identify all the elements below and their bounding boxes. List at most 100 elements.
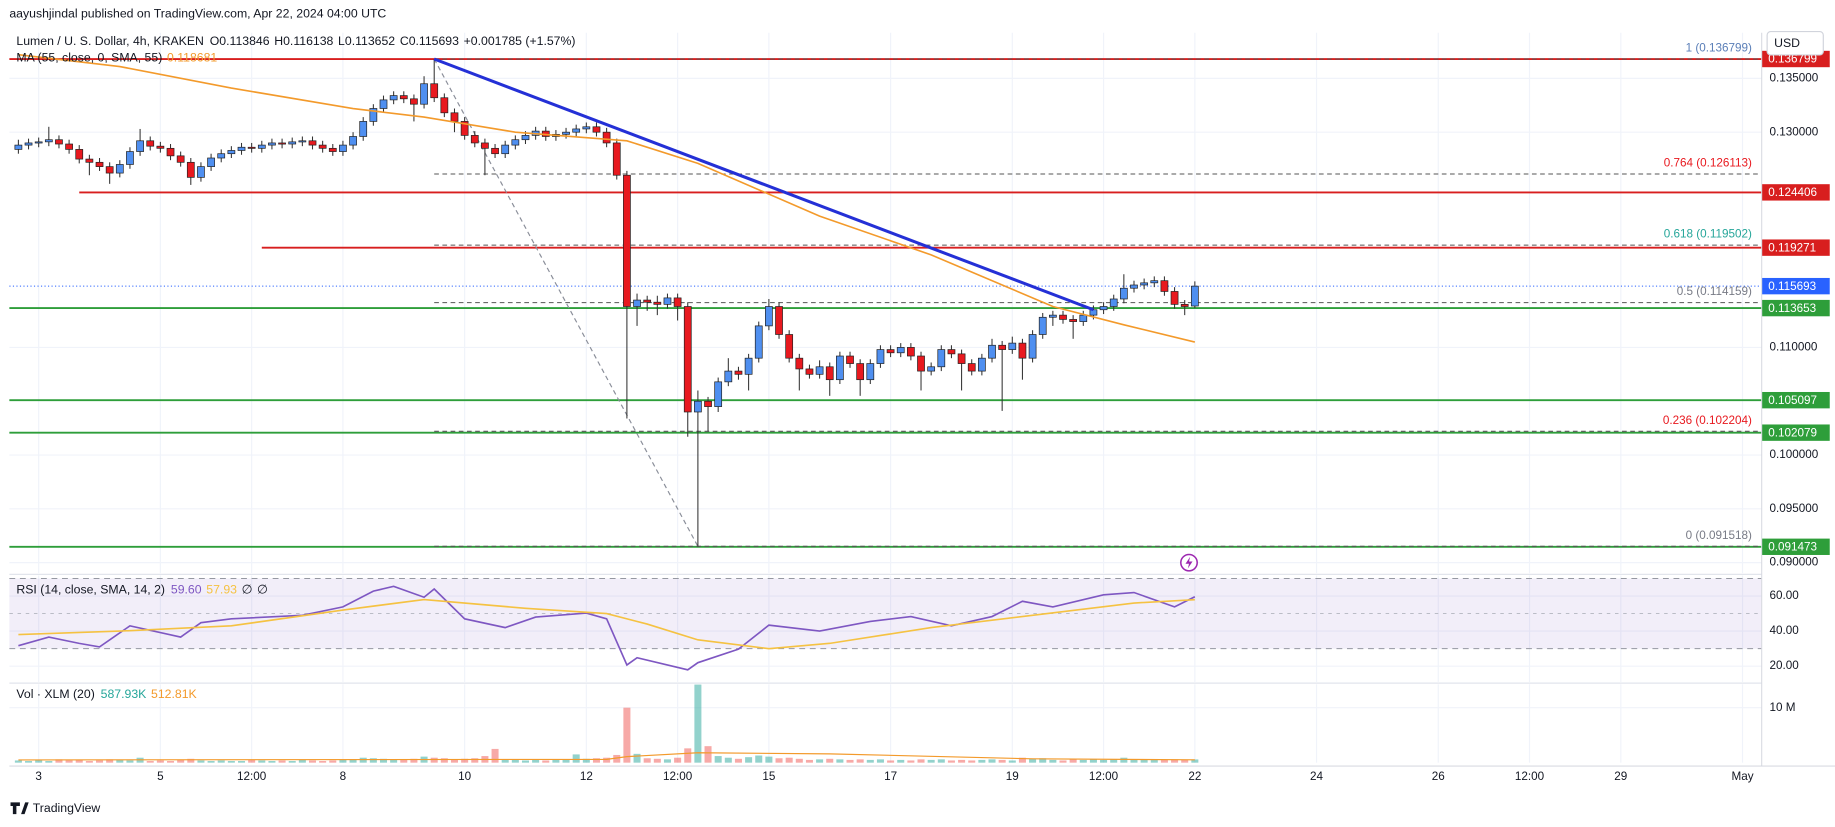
volume-bar <box>1150 759 1158 763</box>
legend-volume: Vol · XLM (20) 587.93K 512.81K <box>16 687 197 701</box>
candle-body <box>602 131 611 144</box>
volume-bar <box>349 759 357 763</box>
candle-body <box>389 95 398 101</box>
currency-box[interactable] <box>1766 30 1824 56</box>
volume-bar <box>805 759 813 763</box>
volume-bar <box>85 761 93 763</box>
candle-body <box>866 363 875 381</box>
volume-bar <box>1039 758 1047 763</box>
volume-bar <box>1069 759 1077 763</box>
x-tick-label: 29 <box>1614 770 1627 783</box>
volume-bar <box>400 759 408 763</box>
volume-bar <box>75 759 83 763</box>
volume-bar <box>308 760 317 763</box>
legend-rsi: RSI (14, close, SMA, 14, 2) 59.60 57.93 ∅ ∅ <box>16 583 267 597</box>
candle-body <box>775 306 783 335</box>
volume-bar <box>410 758 418 763</box>
rsi-line <box>18 598 1195 650</box>
symbol-title: Lumen / U. S. Dollar, 4h, KRAKEN <box>16 34 204 48</box>
volume-bar <box>227 761 235 763</box>
volume-bar <box>947 760 955 763</box>
currency-button[interactable]: USD <box>1766 30 1824 56</box>
volume-bar <box>491 748 499 763</box>
volume-bar <box>714 756 722 763</box>
volume-bar <box>258 760 266 763</box>
candle-body <box>998 344 1007 350</box>
volume-bar <box>339 759 347 763</box>
x-tick-label: 12 <box>580 770 593 783</box>
candle-body <box>1018 342 1027 359</box>
candle-body <box>359 121 368 137</box>
candle-body <box>917 355 925 372</box>
trend-line <box>433 57 1094 312</box>
volume-bar <box>96 760 104 763</box>
candle-body <box>430 83 439 99</box>
volume-bar <box>592 758 600 763</box>
volume-bar <box>603 757 611 763</box>
alert-bolt[interactable] <box>1185 556 1193 569</box>
volume-bar <box>511 759 519 763</box>
y-tick-label: 0.090000 <box>1769 556 1818 569</box>
x-tick-label: 3 <box>35 770 42 783</box>
volume-bar <box>288 761 296 763</box>
candle-body <box>754 325 763 359</box>
currency[interactable]: USD <box>1774 36 1800 50</box>
ohlc: H0.116138 <box>274 34 333 48</box>
last-price-box <box>1761 277 1830 295</box>
volume-bar <box>816 759 824 763</box>
level-label-box <box>1761 538 1830 555</box>
legend-main: Lumen / U. S. Dollar, 4h, KRAKEN O0.11384… <box>16 34 575 48</box>
candle-body <box>379 99 388 109</box>
candle-body <box>1099 306 1108 311</box>
volume-bar <box>653 758 661 763</box>
candle-body <box>805 368 814 375</box>
candle-body <box>643 299 652 303</box>
candle-body <box>562 131 570 135</box>
moving-average <box>18 53 1196 343</box>
candle-body <box>947 349 956 355</box>
candle-body <box>1160 280 1169 292</box>
volume-bar <box>197 760 205 763</box>
candle-body <box>1130 284 1138 289</box>
volume-bar <box>887 760 895 763</box>
panel-separator <box>9 573 1762 575</box>
candle-body <box>217 153 226 159</box>
y-tick-label: 0.100000 <box>1769 448 1818 461</box>
volume-bar <box>623 707 631 763</box>
volume-bar <box>167 761 175 763</box>
volume-bar <box>907 760 915 763</box>
volume-bar <box>278 760 286 763</box>
x-tick-label: 12:00 <box>237 770 267 783</box>
volume-bar <box>1059 760 1067 763</box>
alert-icon[interactable] <box>1180 553 1198 572</box>
candle-body <box>694 400 702 413</box>
volume-bar <box>1160 759 1168 763</box>
candle-body <box>420 83 428 105</box>
volume-bar <box>319 761 327 763</box>
candle-body <box>288 141 297 145</box>
volume-bar <box>704 746 712 763</box>
candle-body <box>65 143 73 150</box>
volume-bar <box>1018 757 1026 763</box>
level-label: 0.119271 <box>1768 241 1816 254</box>
candle-body <box>339 144 347 152</box>
level-label: 0.136799 <box>1768 53 1817 66</box>
volume-bar <box>35 759 43 763</box>
x-tick-label: 26 <box>1432 770 1445 783</box>
candle-body <box>521 135 530 141</box>
x-tick-label: 12:00 <box>663 770 693 783</box>
level-label: 0.105097 <box>1768 394 1817 407</box>
candle-body <box>166 147 175 157</box>
candle-body <box>937 349 946 368</box>
volume-bar <box>694 684 702 763</box>
volume-bar <box>643 758 651 763</box>
volume-bar <box>450 759 459 763</box>
candle-body <box>795 357 804 370</box>
volume-bar <box>866 759 874 763</box>
x-tick-label: 12:00 <box>1515 770 1545 783</box>
candle-body <box>876 349 885 364</box>
candle-body <box>126 151 134 165</box>
level-label-box <box>1761 299 1830 317</box>
candle-body <box>592 126 601 133</box>
volume-bar <box>734 758 742 763</box>
